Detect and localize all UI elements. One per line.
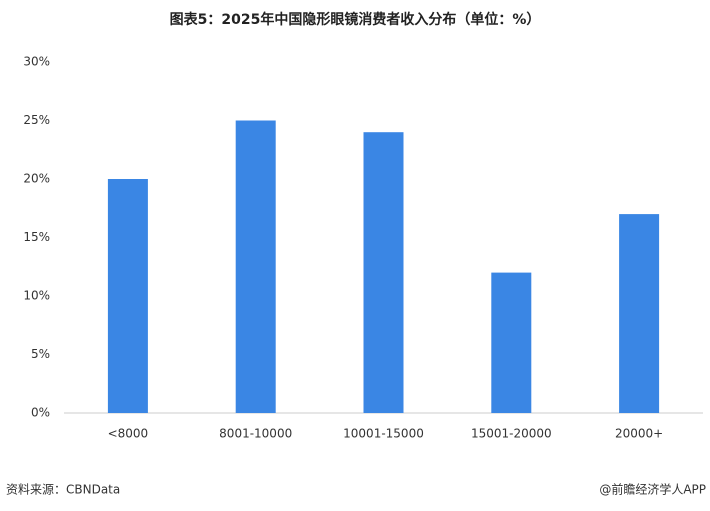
chart-title: 图表5：2025年中国隐形眼镜消费者收入分布（单位：%）	[170, 11, 541, 28]
y-tick-label: 30%	[23, 55, 50, 69]
x-tick-label: 8001-10000	[219, 427, 292, 441]
x-tick-label: <8000	[108, 427, 149, 441]
x-tick-label: 15001-20000	[471, 427, 552, 441]
bar	[619, 214, 660, 413]
bar	[363, 132, 404, 413]
x-tick-label: 10001-15000	[343, 427, 424, 441]
y-tick-label: 25%	[23, 113, 50, 127]
y-tick-label: 5%	[31, 347, 50, 361]
bar	[235, 120, 276, 413]
bar	[491, 272, 532, 413]
credit: @前瞻经济学人APP	[599, 482, 706, 497]
y-tick-label: 15%	[23, 230, 50, 244]
bar	[107, 179, 148, 413]
x-tick-label: 20000+	[615, 427, 663, 441]
y-tick-label: 10%	[23, 289, 50, 303]
source: 资料来源：CBNData	[6, 483, 120, 497]
y-tick-label: 20%	[23, 172, 50, 186]
y-tick-label: 0%	[31, 406, 50, 420]
